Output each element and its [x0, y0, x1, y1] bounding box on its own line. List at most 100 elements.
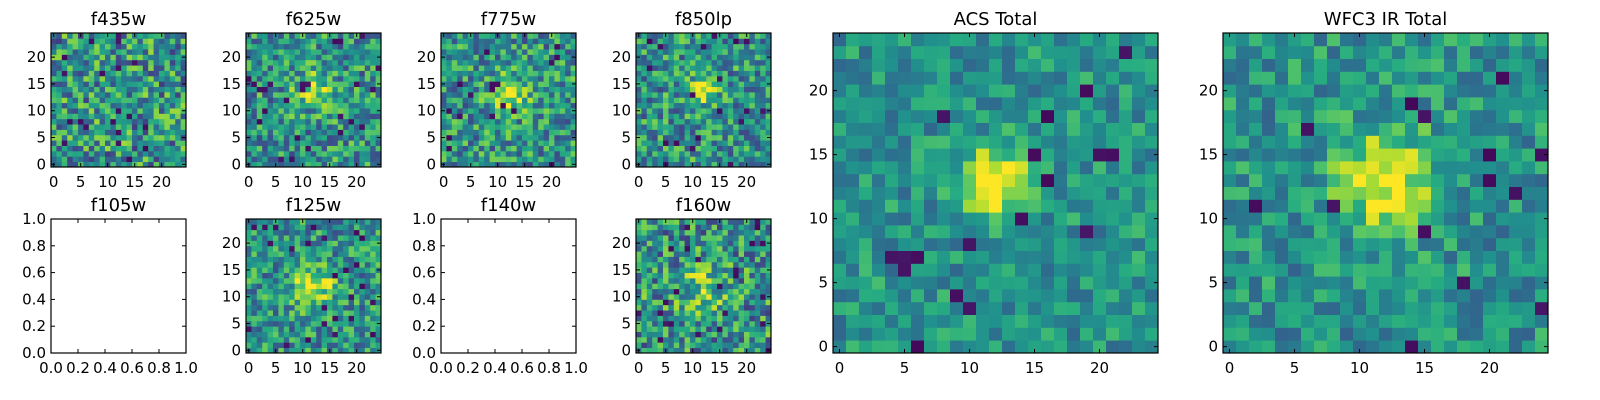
pixel-cell	[1145, 314, 1159, 328]
pixel-cell	[872, 186, 886, 200]
pixel-cell	[760, 97, 766, 104]
pixel-cell	[1392, 289, 1406, 303]
pixel-cell	[516, 129, 523, 136]
pixel-cell	[668, 33, 675, 39]
pixel-cell	[657, 161, 664, 168]
pixel-cell	[872, 276, 886, 290]
pixel-cell	[327, 342, 333, 349]
pixel-cell	[364, 91, 371, 98]
pixel-cell	[321, 43, 328, 50]
panel-title: ACS Total	[954, 9, 1038, 30]
pixel-cell	[641, 43, 648, 50]
pixel-cell	[316, 140, 322, 146]
pixel-cell	[679, 288, 685, 295]
pixel-cell	[457, 43, 463, 50]
pixel-cell	[251, 224, 258, 231]
pixel-cell	[359, 277, 366, 284]
pixel-cell	[516, 75, 523, 82]
pixel-cell	[273, 70, 279, 77]
pixel-cell	[1249, 237, 1263, 251]
pixel-cell	[164, 59, 171, 66]
pixel-cell	[1119, 97, 1133, 111]
pixel-cell	[754, 118, 761, 125]
pixel-cell	[668, 102, 675, 109]
pixel-cell	[88, 140, 95, 146]
pixel-cell	[695, 43, 702, 50]
pixel-cell	[679, 235, 685, 241]
pixel-cell	[522, 156, 528, 163]
pixel-cell	[963, 301, 977, 315]
pixel-cell	[690, 129, 696, 136]
pixel-cell	[1392, 301, 1406, 315]
pixel-cell	[251, 331, 258, 338]
pixel-cell	[267, 219, 274, 225]
pixel-cell	[527, 70, 534, 77]
pixel-cell	[246, 129, 252, 136]
pixel-cell	[375, 156, 382, 163]
pixel-cell	[332, 161, 339, 168]
pixel-cell	[246, 97, 252, 104]
pixel-cell	[99, 54, 106, 61]
y-tick-label: 15	[612, 75, 631, 93]
pixel-cell	[898, 340, 912, 354]
pixel-cell	[300, 59, 306, 66]
pixel-cell	[538, 54, 544, 61]
pixel-cell	[110, 75, 117, 82]
x-tick-label: 1.0	[174, 359, 198, 377]
pixel-cell	[554, 97, 561, 104]
pixel-cell	[765, 235, 772, 241]
pixel-cell	[246, 288, 252, 295]
pixel-cell	[457, 38, 463, 45]
pixel-cell	[495, 145, 501, 152]
pixel-cell	[505, 124, 512, 130]
pixel-cell	[532, 150, 539, 157]
pixel-cell	[164, 150, 171, 157]
pixel-cell	[142, 59, 149, 66]
pixel-cell	[273, 235, 279, 241]
pixel-cell	[1093, 314, 1107, 328]
pixel-cell	[256, 134, 263, 141]
pixel-cell	[722, 336, 729, 343]
pixel-cell	[760, 129, 766, 136]
y-tick-label: 0.2	[22, 317, 46, 335]
pixel-cell	[164, 108, 171, 114]
pixel-cell	[641, 320, 648, 327]
pixel-cell	[652, 294, 658, 300]
pixel-cell	[885, 276, 899, 290]
pixel-cell	[61, 33, 68, 39]
pixel-cell	[1340, 225, 1354, 239]
pixel-cell	[354, 54, 360, 61]
pixel-cell	[375, 331, 382, 338]
pixel-cell	[72, 129, 79, 136]
pixel-cell	[316, 342, 322, 349]
pixel-cell	[1405, 263, 1419, 277]
pixel-cell	[749, 86, 756, 93]
pixel-cell	[1093, 289, 1107, 303]
pixel-cell	[478, 156, 485, 163]
pixel-cell	[169, 54, 176, 61]
pixel-cell	[78, 54, 84, 61]
pixel-cell	[321, 75, 328, 82]
pixel-cell	[744, 304, 750, 311]
pixel-cell	[153, 59, 160, 66]
pixel-cell	[663, 320, 669, 327]
pixel-cell	[305, 326, 312, 332]
pixel-cell	[126, 70, 133, 77]
pixel-cell	[251, 108, 258, 114]
pixel-cell	[489, 97, 496, 104]
pixel-cell	[684, 224, 691, 231]
pixel-cell	[989, 250, 1003, 264]
pixel-cell	[51, 38, 57, 45]
pixel-cell	[348, 240, 355, 247]
pixel-cell	[175, 124, 181, 130]
pixel-cell	[505, 81, 512, 87]
pixel-cell	[273, 331, 279, 338]
pixel-cell	[468, 124, 474, 130]
pixel-cell	[273, 118, 279, 125]
pixel-cell	[142, 140, 149, 146]
pixel-cell	[641, 124, 648, 130]
pixel-cell	[1418, 314, 1432, 328]
pixel-cell	[711, 331, 718, 338]
pixel-cell	[316, 97, 322, 104]
pixel-cell	[1145, 237, 1159, 251]
